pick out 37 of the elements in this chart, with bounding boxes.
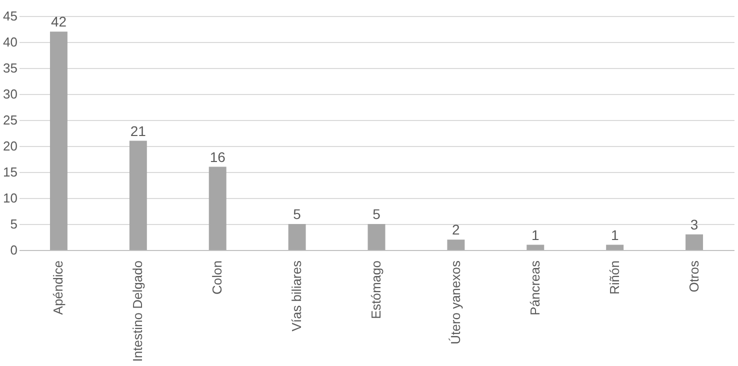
data-label: 1 (531, 226, 540, 243)
y-tick-label: 30 (3, 86, 18, 102)
y-tick-label: 35 (3, 60, 18, 76)
bar (368, 224, 386, 250)
x-tick-label: Intestino Delgado (130, 260, 146, 362)
y-tick-label: 45 (3, 8, 18, 24)
y-tick-label: 5 (10, 216, 18, 232)
x-tick-label: Útero yanexos (448, 260, 463, 344)
data-label: 21 (130, 122, 146, 139)
data-label: 2 (452, 222, 460, 238)
x-tick-label: Páncreas (527, 260, 542, 316)
bar (686, 234, 704, 250)
data-label: 5 (293, 206, 302, 222)
data-label: 5 (372, 206, 381, 222)
bar (50, 32, 68, 250)
y-tick-label: 0 (10, 242, 18, 258)
bar (447, 240, 465, 250)
data-label: 16 (210, 148, 226, 165)
y-tick-label: 15 (3, 164, 18, 180)
y-tick-label: 40 (3, 34, 18, 50)
data-label: 42 (50, 14, 67, 30)
x-tick-label: Riñón (606, 260, 622, 294)
bar (526, 244, 544, 250)
bar (129, 140, 147, 250)
x-tick-label: Estómago (368, 260, 384, 320)
x-tick-label: Apéndice (50, 260, 66, 315)
bar (288, 224, 306, 250)
x-tick-label: Vías biliares (289, 260, 304, 332)
y-tick-label: 10 (3, 190, 18, 206)
y-tick-label: 25 (3, 112, 18, 128)
data-label: 1 (610, 226, 619, 243)
data-label: 3 (690, 216, 698, 232)
x-tick-label: Otros (686, 260, 702, 292)
x-tick-label: Colon (210, 260, 225, 294)
y-tick-label: 20 (3, 138, 18, 154)
bar (208, 166, 226, 250)
bar (606, 244, 624, 250)
